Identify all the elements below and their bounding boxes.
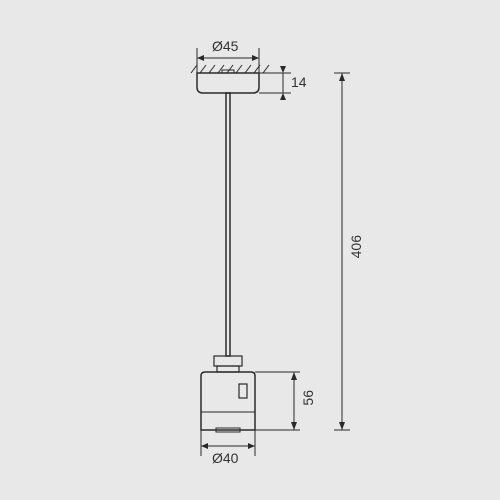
- dim-overall-height-label: 406: [348, 235, 364, 258]
- dim-top-diameter-label: Ø45: [212, 38, 238, 54]
- technical-drawing: Ø45 14 406 56 Ø40: [0, 0, 500, 500]
- drawing-svg: [0, 0, 500, 500]
- dim-canopy-height-label: 14: [291, 74, 307, 90]
- dim-bottom-diameter-label: Ø40: [212, 450, 238, 466]
- dim-fixture-height-label: 56: [300, 390, 316, 406]
